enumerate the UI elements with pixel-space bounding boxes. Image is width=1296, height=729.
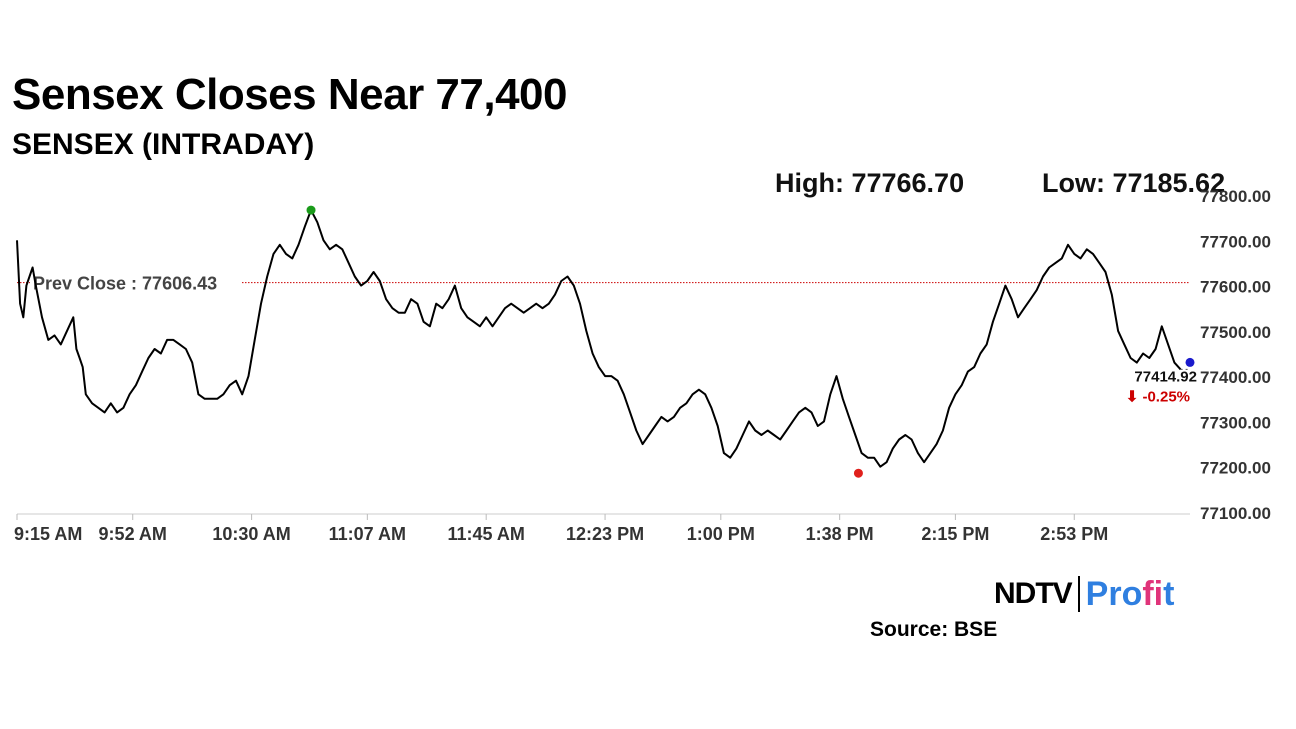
- last-price-label: 77414.92: [1134, 368, 1197, 385]
- y-tick-label: 77600.00: [1200, 278, 1271, 297]
- high-value: High: 77766.70: [775, 168, 965, 198]
- x-tick-label: 9:52 AM: [99, 524, 167, 544]
- x-tick-label: 2:53 PM: [1040, 524, 1108, 544]
- x-tick-label: 11:45 AM: [448, 524, 525, 544]
- y-tick-label: 77500.00: [1200, 323, 1271, 342]
- y-tick-label: 77400.00: [1200, 368, 1271, 387]
- last-marker: [1185, 357, 1195, 367]
- x-tick-label: 9:15 AM: [14, 524, 82, 544]
- logo-divider: [1077, 576, 1080, 612]
- y-tick-label: 77700.00: [1200, 232, 1271, 251]
- prev-close-label-bg: [30, 270, 242, 293]
- source-note: Source: BSE: [870, 618, 998, 641]
- logo-profit-text: Profit: [1085, 574, 1175, 613]
- x-tick-label: 2:15 PM: [921, 524, 989, 544]
- low-value: Low: 77185.62: [1042, 168, 1226, 198]
- page-title: Sensex Closes Near 77,400: [12, 70, 568, 119]
- x-tick-label: 10:30 AM: [212, 524, 290, 544]
- x-tick-label: 1:00 PM: [687, 524, 755, 544]
- logo-ndtv-text: NDTV: [994, 577, 1073, 610]
- change-label: ⬇ -0.25%: [1126, 388, 1190, 405]
- y-tick-label: 77100.00: [1200, 504, 1271, 523]
- ndtv-profit-logo: NDTV Profit: [994, 574, 1174, 614]
- x-tick-label: 12:23 PM: [566, 524, 644, 544]
- x-tick-label: 11:07 AM: [329, 524, 406, 544]
- chart-subtitle: SENSEX (INTRADAY): [12, 128, 315, 161]
- x-tick-label: 1:38 PM: [806, 524, 874, 544]
- prev-close-label: Prev Close : 77606.43: [33, 274, 217, 294]
- sensex-line: [16, 209, 1182, 468]
- y-tick-label: 77800.00: [1200, 187, 1271, 206]
- high-marker: [306, 205, 316, 215]
- low-marker: [853, 468, 863, 478]
- y-tick-label: 77200.00: [1200, 459, 1271, 478]
- y-tick-label: 77300.00: [1200, 413, 1271, 432]
